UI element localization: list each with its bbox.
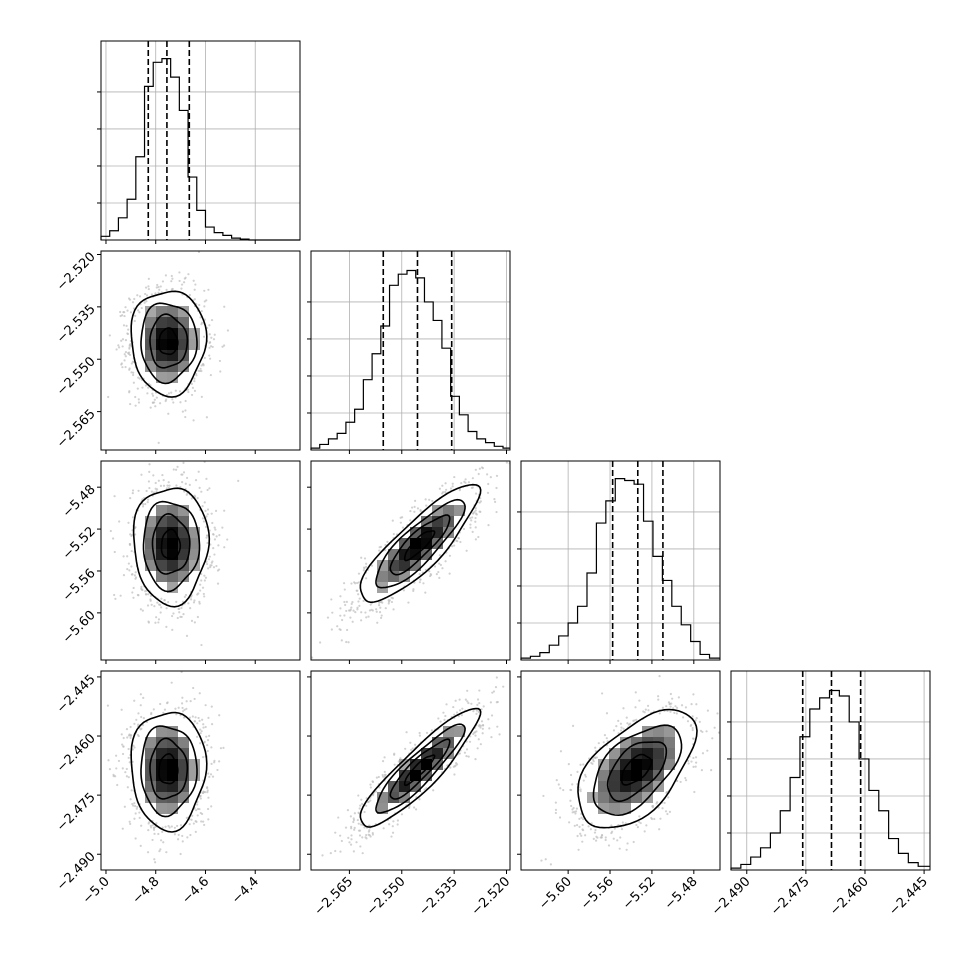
xtick-label-1-1: −5.0 [80, 874, 113, 907]
density-1-3 [109, 461, 240, 647]
xtick-label-2-1: −2.565 [312, 874, 357, 919]
contour-1-4-1 [130, 711, 208, 833]
ytick-label-2-2: −2.550 [54, 354, 99, 399]
xtick-label-3-1: −5.60 [536, 874, 575, 913]
ytick-label-3-2: −5.56 [60, 566, 99, 605]
histogram-1 [100, 58, 300, 241]
xtick-label-4-4: −2.445 [886, 874, 931, 919]
grid-layer [101, 41, 930, 870]
ytick-label-4-2: −2.475 [54, 790, 99, 835]
ytick-label-2-3: −2.535 [54, 302, 99, 347]
xtick-label-1-3: −4.6 [179, 874, 212, 907]
xtick-label-2-2: −2.550 [364, 874, 409, 919]
contour-2-3-1 [359, 483, 482, 604]
contour-1-2-4 [158, 327, 179, 356]
panel-frame-1-1 [100, 40, 301, 241]
panel-frame-3-3 [520, 460, 721, 661]
contour-1-4-4 [158, 752, 179, 785]
panel-frame-2-3 [310, 460, 511, 661]
xtick-label-2-3: −2.535 [416, 874, 461, 919]
hist-grid-4 [731, 671, 930, 870]
ytick-label-3-1: −5.60 [60, 608, 99, 647]
contour-1-2-2 [140, 302, 198, 385]
contour-1-3-4 [160, 528, 182, 560]
contour-3-4-3 [606, 741, 668, 803]
xtick-label-4-2: −2.475 [768, 874, 813, 919]
contour-1-3-1 [132, 487, 211, 608]
panel-frame-4-4 [730, 670, 931, 871]
xtick-label-1-4: −4.4 [229, 874, 262, 907]
frame-layer [100, 40, 931, 871]
contour-3-4-1 [577, 708, 698, 829]
contour-2-4-2 [375, 723, 466, 814]
xtick-label-3-4: −5.48 [662, 874, 701, 913]
histogram-2 [310, 269, 510, 450]
panel-frame-2-4 [310, 670, 511, 871]
ytick-label-2-1: −2.565 [54, 407, 99, 452]
histogram-4 [730, 689, 930, 870]
contour-1-4-2 [140, 725, 198, 818]
panel-frame-2-2 [310, 250, 511, 451]
contour-2-4-1 [359, 707, 482, 828]
ytick-label-4-4: −2.445 [54, 672, 99, 717]
hist-grid-1 [101, 41, 300, 240]
histogram-3 [520, 478, 720, 660]
contour-2-3-4 [403, 530, 436, 562]
xtick-label-2-4: −2.520 [469, 874, 514, 919]
contour-1-3-3 [151, 512, 191, 575]
ytick-label-4-3: −2.460 [54, 731, 99, 776]
contour-1-2-3 [149, 313, 189, 369]
density-1-4 [106, 671, 225, 870]
panel-frame-1-2 [100, 250, 301, 451]
hist-grid-2 [311, 251, 510, 450]
ytick-label-3-4: −5.48 [60, 482, 99, 521]
contour-2-3-3 [389, 514, 451, 576]
contour-2-4-3 [389, 738, 451, 800]
contour-3-4-4 [620, 753, 653, 786]
density-2-4 [321, 676, 505, 857]
density-2-3 [311, 461, 510, 659]
xtick-label-3-3: −5.52 [620, 874, 659, 913]
contour-2-4-4 [403, 754, 436, 787]
contour-2-3-2 [375, 498, 466, 589]
panel-frame-1-3 [100, 460, 301, 661]
contour-1-3-2 [142, 500, 201, 593]
panel-frame-1-4 [100, 670, 301, 871]
ytick-label-3-3: −5.52 [60, 524, 99, 563]
xtick-label-3-2: −5.56 [578, 874, 617, 913]
ytick-label-2-4: −2.520 [54, 250, 99, 295]
xtick-label-1-2: −4.8 [130, 874, 163, 907]
data-layer [100, 41, 930, 870]
xtick-label-4-1: −2.490 [709, 874, 754, 919]
density-1-2 [107, 251, 230, 444]
xtick-label-4-3: −2.460 [827, 874, 872, 919]
contour-3-4-2 [592, 724, 683, 817]
contour-1-2-1 [130, 290, 208, 398]
panel-frame-3-4 [520, 670, 721, 871]
hist-grid-3 [521, 461, 720, 660]
density-3-4 [540, 674, 720, 866]
contour-1-4-3 [149, 737, 189, 800]
